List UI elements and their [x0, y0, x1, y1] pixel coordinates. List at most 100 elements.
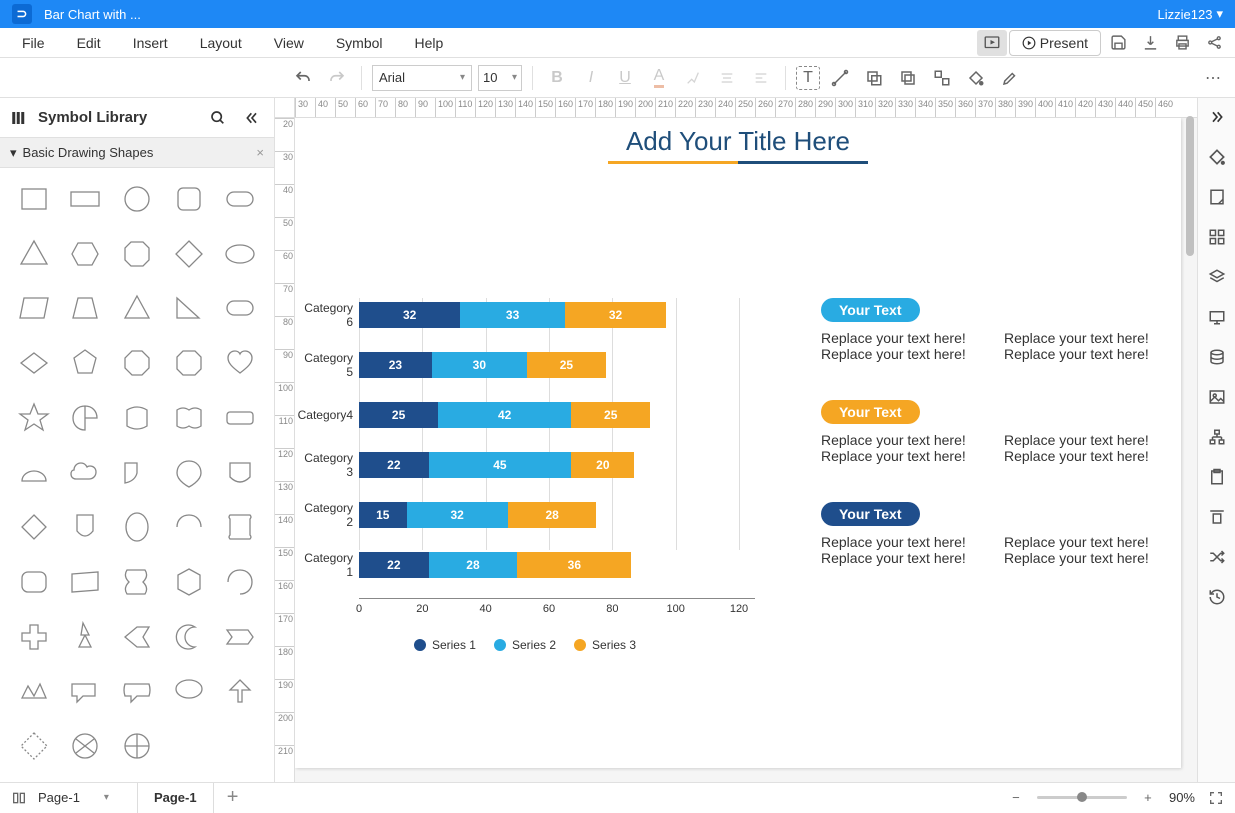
pill-label[interactable]: Your Text: [821, 400, 920, 424]
shape-item[interactable]: [111, 176, 163, 222]
shape-item[interactable]: [60, 504, 112, 550]
shape-item[interactable]: [163, 614, 215, 660]
text-col[interactable]: Replace your text here!Replace your text…: [1004, 534, 1171, 566]
shape-item[interactable]: [163, 669, 215, 715]
shape-item[interactable]: [8, 504, 60, 550]
shape-item[interactable]: [214, 231, 266, 277]
shape-item[interactable]: [163, 504, 215, 550]
bar-segment[interactable]: 20: [571, 452, 634, 478]
bar-segment[interactable]: 30: [432, 352, 527, 378]
shape-item[interactable]: [111, 504, 163, 550]
bar-segment[interactable]: 42: [438, 402, 571, 428]
shape-item[interactable]: [214, 340, 266, 386]
text-tool-icon[interactable]: T: [796, 66, 820, 90]
zoom-in-icon[interactable]: +: [1137, 787, 1159, 809]
shape-item[interactable]: [60, 669, 112, 715]
shape-item[interactable]: [163, 395, 215, 441]
shape-item[interactable]: [163, 340, 215, 386]
shape-item[interactable]: [8, 723, 60, 769]
tree-icon[interactable]: [1204, 424, 1230, 450]
history-icon[interactable]: [1204, 584, 1230, 610]
bar-chart[interactable]: Category 6323332Category 5233025Category…: [295, 298, 755, 652]
bar-segment[interactable]: 23: [359, 352, 432, 378]
bar-segment[interactable]: 32: [359, 302, 460, 328]
shape-item[interactable]: [163, 176, 215, 222]
bar-segment[interactable]: 15: [359, 502, 407, 528]
bar-segment[interactable]: 22: [359, 452, 429, 478]
bar-segment[interactable]: 32: [407, 502, 508, 528]
shuffle-icon[interactable]: [1204, 544, 1230, 570]
bold-icon[interactable]: B: [543, 64, 571, 92]
underline-icon[interactable]: U: [611, 64, 639, 92]
menu-symbol[interactable]: Symbol: [320, 28, 399, 58]
slide-icon[interactable]: [1204, 304, 1230, 330]
shape-item[interactable]: [8, 231, 60, 277]
save-icon[interactable]: [1103, 30, 1133, 56]
shape-item[interactable]: [111, 723, 163, 769]
brush-icon[interactable]: [996, 64, 1024, 92]
shape-item[interactable]: [60, 340, 112, 386]
shape-item[interactable]: [163, 450, 215, 496]
app-logo[interactable]: ⊃: [12, 4, 32, 24]
shape-item[interactable]: [8, 340, 60, 386]
clipboard-icon[interactable]: [1204, 464, 1230, 490]
highlight-icon[interactable]: [679, 64, 707, 92]
play-slide-icon[interactable]: [977, 30, 1007, 56]
user-menu[interactable]: Lizzie123 ▾: [1158, 6, 1223, 22]
shape-item[interactable]: [214, 504, 266, 550]
shape-item[interactable]: [8, 395, 60, 441]
shape-item[interactable]: [60, 231, 112, 277]
align-v-icon[interactable]: [747, 64, 775, 92]
fullscreen-icon[interactable]: [1205, 787, 1227, 809]
text-col[interactable]: Replace your text here!Replace your text…: [821, 330, 988, 362]
bar-segment[interactable]: 25: [527, 352, 606, 378]
legend-item[interactable]: Series 1: [414, 638, 476, 652]
search-icon[interactable]: [206, 106, 230, 130]
align-h-icon[interactable]: [713, 64, 741, 92]
text-col[interactable]: Replace your text here!Replace your text…: [1004, 330, 1171, 362]
shape-item[interactable]: [8, 450, 60, 496]
share-icon[interactable]: [1199, 30, 1229, 56]
more-icon[interactable]: ⋯: [1199, 64, 1227, 92]
page-tab[interactable]: Page-1: [137, 783, 214, 813]
collapse-icon[interactable]: [240, 106, 264, 130]
shape-item[interactable]: [214, 395, 266, 441]
shape-item[interactable]: [111, 231, 163, 277]
front-icon[interactable]: [894, 64, 922, 92]
page-title[interactable]: Add Your Title Here: [295, 118, 1181, 157]
legend-item[interactable]: Series 2: [494, 638, 556, 652]
align-panel-icon[interactable]: [1204, 504, 1230, 530]
text-col[interactable]: Replace your text here!Replace your text…: [1004, 432, 1171, 464]
shape-item[interactable]: [111, 285, 163, 331]
bar-segment[interactable]: 25: [571, 402, 650, 428]
menu-insert[interactable]: Insert: [117, 28, 184, 58]
data-icon[interactable]: [1204, 344, 1230, 370]
redo-icon[interactable]: [323, 64, 351, 92]
text-col[interactable]: Replace your text here!Replace your text…: [821, 432, 988, 464]
shape-item[interactable]: [8, 614, 60, 660]
menu-help[interactable]: Help: [399, 28, 460, 58]
menu-layout[interactable]: Layout: [184, 28, 258, 58]
shape-item[interactable]: [214, 669, 266, 715]
menu-view[interactable]: View: [258, 28, 320, 58]
shape-item[interactable]: [214, 285, 266, 331]
shape-item[interactable]: [8, 285, 60, 331]
shape-item[interactable]: [214, 559, 266, 605]
bar-segment[interactable]: 45: [429, 452, 572, 478]
shape-item[interactable]: [163, 231, 215, 277]
font-size-select[interactable]: 10▾: [478, 65, 522, 91]
shape-item[interactable]: [214, 614, 266, 660]
connector-icon[interactable]: [826, 64, 854, 92]
text-col[interactable]: Replace your text here!Replace your text…: [821, 534, 988, 566]
shape-item[interactable]: [60, 285, 112, 331]
image-icon[interactable]: [1204, 384, 1230, 410]
pages-icon[interactable]: [8, 787, 30, 809]
shape-item[interactable]: [8, 176, 60, 222]
canvas-page[interactable]: Add Your Title Here Category 6323332Cate…: [295, 118, 1181, 768]
shape-item[interactable]: [111, 614, 163, 660]
bar-segment[interactable]: 22: [359, 552, 429, 578]
font-select[interactable]: Arial▾: [372, 65, 472, 91]
scrollbar-thumb[interactable]: [1186, 116, 1194, 256]
grid-panel-icon[interactable]: [1204, 224, 1230, 250]
bar-segment[interactable]: 28: [508, 502, 597, 528]
